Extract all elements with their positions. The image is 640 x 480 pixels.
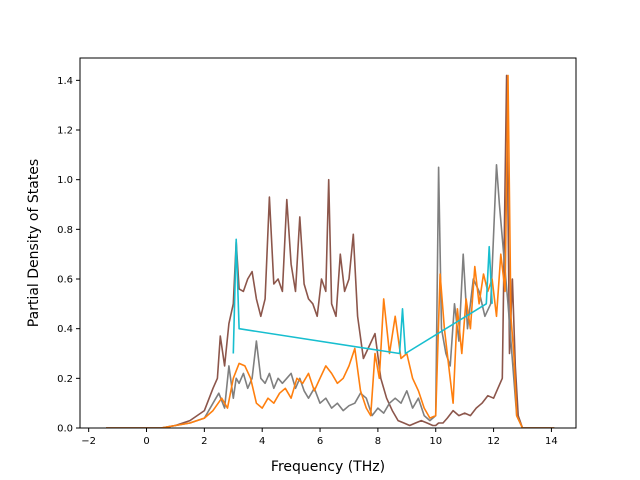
x-tick-label: 0 — [143, 436, 149, 447]
y-tick-label: 0.0 — [57, 424, 73, 435]
x-tick-label: 8 — [375, 436, 381, 447]
x-tick-label: 10 — [429, 436, 442, 447]
x-tick-label: 14 — [545, 436, 558, 447]
x-tick-label: 6 — [317, 436, 323, 447]
x-axis-ticks: −2 0 2 4 6 8 10 12 14 — [81, 428, 558, 447]
series-line-3 — [106, 74, 555, 428]
series-layer — [106, 74, 555, 428]
series-line-4 — [232, 238, 493, 355]
y-tick-label: 1.0 — [57, 175, 73, 186]
x-tick-label: 2 — [201, 436, 207, 447]
y-tick-label: 0.6 — [57, 275, 73, 286]
x-tick-label: 12 — [487, 436, 500, 447]
series-line-1 — [106, 74, 555, 428]
x-axis-label: Frequency (THz) — [271, 459, 385, 475]
series-line-2 — [106, 164, 555, 428]
y-axis-ticks: 0.0 0.2 0.4 0.6 0.8 1.0 1.2 1.4 — [57, 76, 80, 435]
y-tick-label: 0.8 — [57, 225, 73, 236]
x-tick-label: 4 — [259, 436, 265, 447]
y-axis-label: Partial Density of States — [26, 159, 42, 327]
y-tick-label: 0.2 — [57, 374, 73, 385]
y-tick-label: 1.2 — [57, 126, 73, 137]
x-tick-label: −2 — [81, 436, 96, 447]
y-tick-label: 1.4 — [57, 76, 73, 87]
y-tick-label: 0.4 — [57, 324, 73, 335]
plot-frame — [79, 57, 577, 429]
